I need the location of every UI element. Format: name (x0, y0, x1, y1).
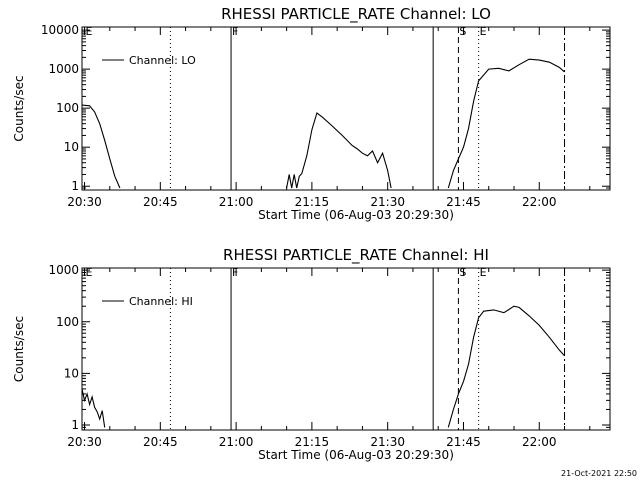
x-tick-label: 21:30 (370, 195, 405, 209)
x-tick-label: 21:15 (295, 195, 330, 209)
legend-label: Channel: HI (129, 295, 193, 308)
event-marker-label: E (480, 266, 487, 279)
y-tick-label: 1000 (48, 62, 79, 76)
y-tick-label: 10 (64, 366, 79, 380)
x-tick-label: 21:00 (219, 195, 254, 209)
x-tick-label: 21:30 (370, 435, 405, 449)
legend-label: Channel: LO (129, 54, 196, 67)
series-line (286, 112, 392, 189)
plot-frame (81, 267, 611, 431)
plot-frame (81, 26, 611, 191)
x-tick-label: 21:15 (295, 435, 330, 449)
x-tick-label: 20:30 (67, 195, 102, 209)
series-group (82, 58, 565, 189)
series-line (82, 388, 106, 428)
event-marker-label: F (232, 266, 238, 279)
event-marker-label: S (459, 266, 466, 279)
x-tick-label: 21:45 (446, 195, 481, 209)
y-tick-label: 1000 (48, 263, 79, 277)
y-tick-label: 1 (71, 179, 79, 193)
event-marker-label: E (480, 25, 487, 38)
x-tick-label: 21:00 (219, 435, 254, 449)
x-tick-label: 22:00 (522, 195, 557, 209)
series-line (82, 104, 121, 189)
chart-panel-2: RHESSI PARTICLE_RATE Channel: HI 1 10 100 10… (12, 246, 611, 462)
y-tick-label: 10 (64, 140, 79, 154)
series-group (82, 305, 565, 428)
event-marker-label: S (459, 25, 466, 38)
chart-panel-1: RHESSI PARTICLE_RATE Channel: LO 1 10 100 10… (12, 5, 611, 222)
y-axis-label: Counts/sec (12, 316, 26, 382)
series-line (447, 305, 565, 428)
y-tick-label: 10000 (41, 23, 79, 37)
x-axis-label: Start Time (06-Aug-03 20:29:30) (258, 448, 454, 462)
y-tick-label: 100 (56, 315, 79, 329)
x-tick-label: 22:00 (522, 435, 557, 449)
chart-title: RHESSI PARTICLE_RATE Channel: HI (223, 246, 489, 265)
x-tick-label: 20:45 (143, 195, 178, 209)
footer-timestamp: 21-Oct-2021 22:50 (561, 469, 637, 478)
x-tick-label: 20:30 (67, 435, 102, 449)
event-marker-label: E (86, 266, 93, 279)
series-line (447, 58, 565, 189)
chart-title: RHESSI PARTICLE_RATE Channel: LO (221, 5, 491, 24)
y-tick-label: 1 (71, 418, 79, 432)
x-axis-label: Start Time (06-Aug-03 20:29:30) (258, 208, 454, 222)
y-tick-label: 100 (56, 101, 79, 115)
y-axis-label: Counts/sec (12, 75, 26, 141)
event-marker-label: F (232, 25, 238, 38)
x-tick-label: 21:45 (446, 435, 481, 449)
x-tick-label: 20:45 (143, 435, 178, 449)
event-marker-label: E (86, 25, 93, 38)
